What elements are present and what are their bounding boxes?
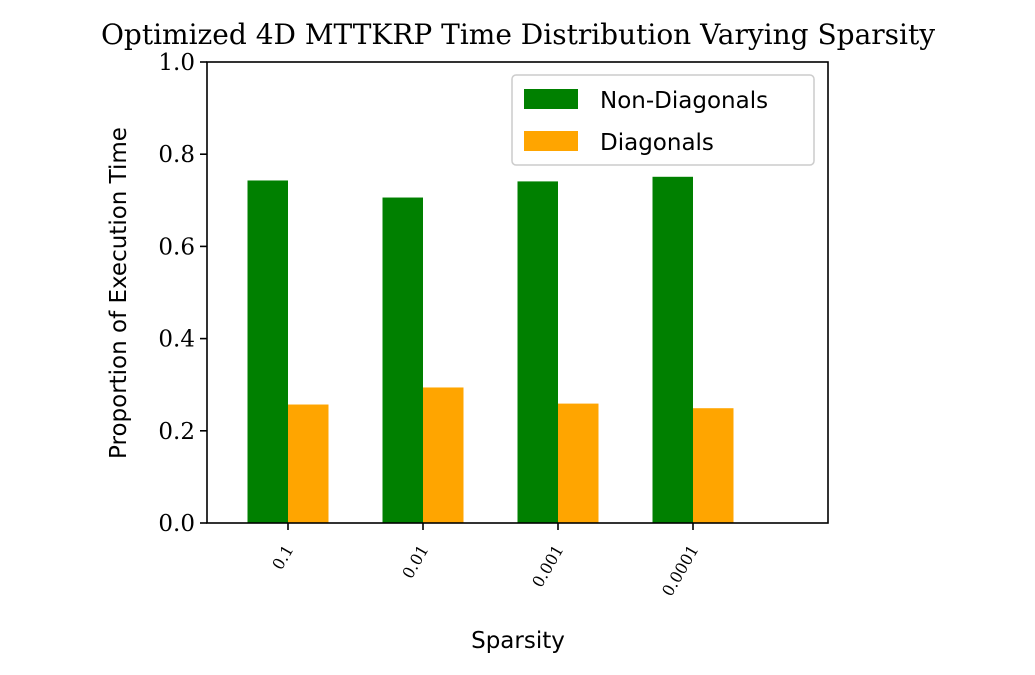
- legend-box: [511, 74, 815, 166]
- y-tick-label: 0.8: [158, 142, 195, 168]
- y-tick-label: 0.2: [158, 419, 195, 445]
- y-axis-label: Proportion of Execution Time: [106, 127, 132, 459]
- bars-group: [247, 176, 734, 524]
- bar-non-diagonals-0.1: [247, 180, 288, 524]
- plot-frame: [206, 61, 829, 524]
- legend: Non-Diagonals Diagonals: [511, 74, 815, 166]
- bar-diagonals-0.1: [288, 404, 329, 523]
- x-axis-label: Sparsity: [471, 628, 565, 654]
- y-tick-label: 1.0: [158, 50, 195, 76]
- legend-label-diagonals: Diagonals: [600, 130, 714, 156]
- bar-diagonals-0.001: [558, 403, 599, 523]
- y-tick-label: 0.4: [158, 327, 195, 353]
- bar-non-diagonals-0.01: [382, 197, 423, 523]
- bar-non-diagonals-0.001: [517, 181, 558, 523]
- legend-swatch-non-diagonals: [524, 89, 578, 109]
- chart-title: Optimized 4D MTTKRP Time Distribution Va…: [101, 18, 935, 51]
- legend-swatch-diagonals: [524, 131, 578, 151]
- bar-non-diagonals-0.0001: [652, 176, 693, 524]
- y-tick-label: 0.6: [158, 234, 195, 260]
- bar-diagonals-0.0001: [693, 408, 734, 523]
- bar-diagonals-0.01: [423, 387, 464, 523]
- y-axis: 0.0 0.2 0.4 0.6 0.8 1.0: [158, 50, 207, 537]
- y-tick-label: 0.0: [158, 511, 195, 537]
- legend-label-non-diagonals: Non-Diagonals: [600, 88, 768, 114]
